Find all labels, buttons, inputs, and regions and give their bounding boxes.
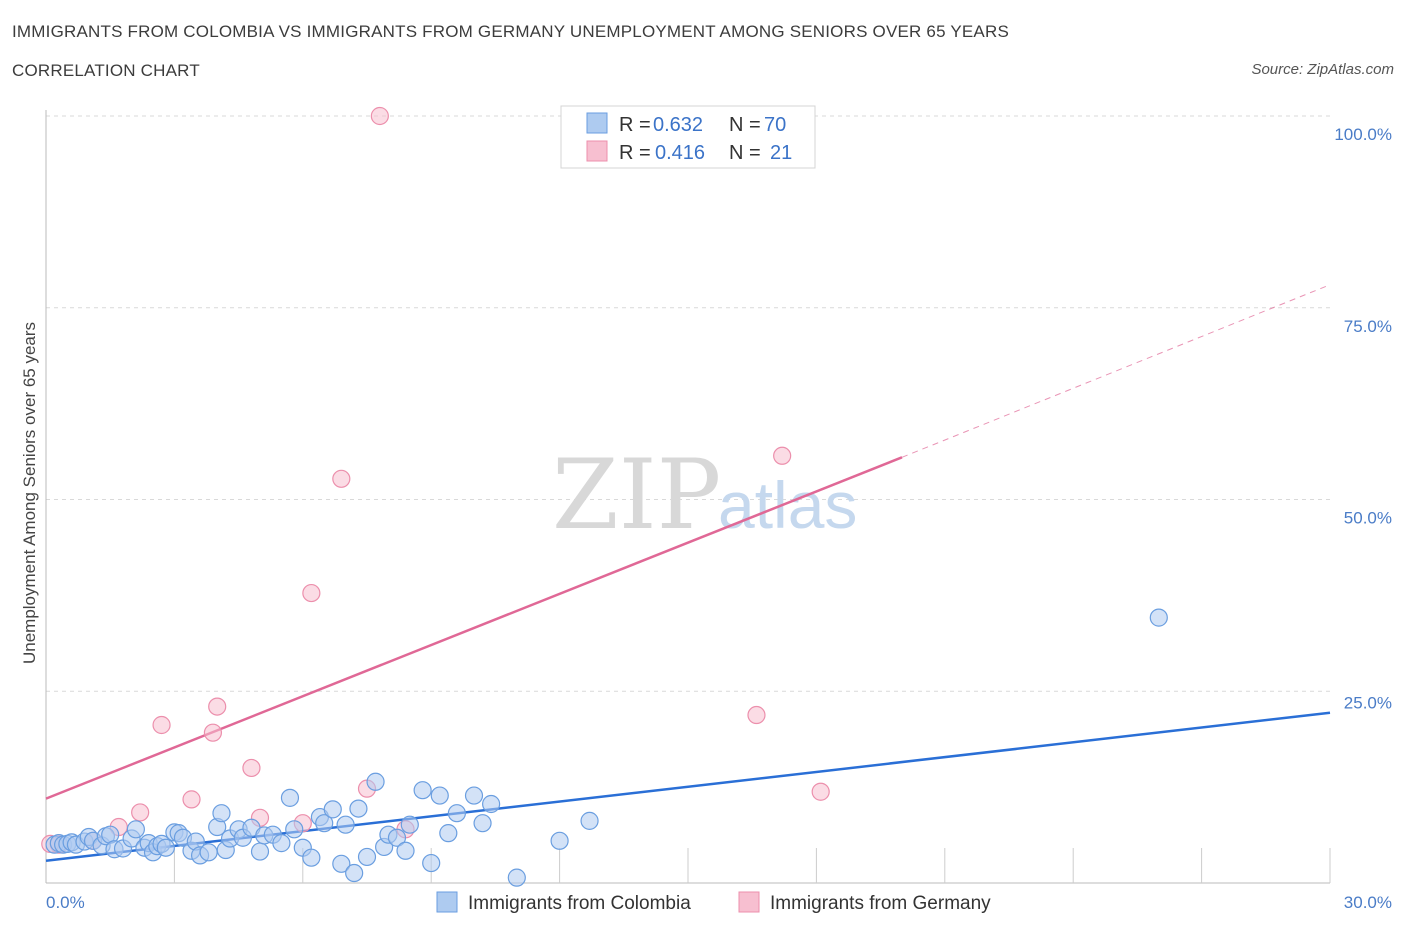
bottom-legend-swatch-germany <box>738 891 760 913</box>
legend-n-label-germany: N = <box>729 142 761 164</box>
legend-swatch-colombia <box>586 112 608 134</box>
point-colombia <box>126 820 145 839</box>
series-legend: Immigrants from Colombia Immigrants from… <box>436 891 991 914</box>
point-colombia <box>272 834 291 853</box>
point-colombia <box>323 800 342 819</box>
point-germany <box>152 715 171 735</box>
point-colombia <box>280 788 300 807</box>
point-colombia <box>400 815 419 834</box>
point-germany <box>302 583 321 603</box>
point-colombia <box>302 848 321 867</box>
point-colombia <box>315 814 334 833</box>
point-colombia <box>285 820 304 839</box>
point-germany <box>773 446 792 465</box>
point-colombia <box>1149 608 1168 627</box>
point-colombia <box>156 838 175 857</box>
point-colombia <box>345 863 364 883</box>
legend-r-value-germany: 0.416 <box>655 142 705 164</box>
point-colombia <box>447 804 466 823</box>
point-germany <box>242 758 261 778</box>
y-tick-label: 100.0% <box>1334 125 1392 144</box>
grid-lines <box>46 115 1334 692</box>
point-germany <box>811 782 830 801</box>
trend-line-germany-extension <box>901 284 1331 458</box>
bottom-legend-swatch-colombia <box>436 891 458 913</box>
bottom-legend-label-colombia: Immigrants from Colombia <box>468 893 691 914</box>
point-colombia <box>413 781 432 800</box>
bottom-legend-label-germany: Immigrants from Germany <box>770 893 991 914</box>
legend-n-label-colombia: N = <box>729 114 761 136</box>
legend-swatch-germany <box>586 140 608 162</box>
point-colombia <box>464 786 484 805</box>
point-colombia <box>550 831 569 850</box>
point-germany <box>208 697 227 716</box>
point-germany <box>370 106 389 126</box>
point-colombia <box>212 804 231 823</box>
chart-subtitle: CORRELATION CHART <box>12 61 200 80</box>
point-germany <box>131 803 150 822</box>
point-colombia <box>349 799 368 818</box>
legend-r-label-germany: R = <box>619 142 651 164</box>
watermark-atlas: atlas <box>718 468 857 542</box>
point-colombia <box>250 842 270 861</box>
stats-legend: R = 0.632 N = 70 R = 0.416 N = 21 <box>560 105 816 169</box>
point-colombia <box>199 843 218 862</box>
legend-n-value-colombia: 70 <box>764 114 786 136</box>
source-credit: Source: ZipAtlas.com <box>1251 61 1394 78</box>
point-colombia <box>357 847 377 867</box>
point-colombia <box>473 814 492 833</box>
point-colombia <box>482 794 501 814</box>
point-colombia <box>366 772 385 791</box>
point-colombia <box>422 853 441 873</box>
point-colombia <box>396 841 415 860</box>
chart-title: IMMIGRANTS FROM COLOMBIA VS IMMIGRANTS F… <box>12 22 1009 41</box>
y-tick-label: 25.0% <box>1344 693 1392 712</box>
x-tick-label: 30.0% <box>1344 893 1392 912</box>
y-tick-label: 50.0% <box>1344 509 1392 528</box>
trend-line-germany <box>45 456 903 800</box>
point-colombia <box>387 828 407 847</box>
series-colombia-points <box>45 608 1168 887</box>
y-tick-label: 75.0% <box>1344 317 1392 336</box>
y-axis-label: Unemployment Among Seniors over 65 years <box>20 322 39 664</box>
point-colombia <box>439 824 458 843</box>
watermark-zip: ZIP <box>552 439 721 551</box>
point-colombia <box>430 786 449 805</box>
axes <box>45 110 1331 884</box>
point-colombia <box>336 815 355 834</box>
watermark: ZIP atlas <box>552 439 857 551</box>
point-germany <box>182 790 201 809</box>
point-germany <box>203 723 223 742</box>
point-germany <box>747 705 766 725</box>
point-germany <box>332 469 351 488</box>
tick-labels: 25.0% 50.0% 75.0% 100.0% 0.0% 30.0% <box>46 125 1392 912</box>
trend-lines <box>45 284 1331 862</box>
legend-r-label-colombia: R = <box>619 114 651 136</box>
point-colombia <box>580 811 599 830</box>
legend-r-value-colombia: 0.632 <box>653 114 703 136</box>
x-tick-label: 0.0% <box>46 893 85 912</box>
point-colombia <box>507 868 526 887</box>
point-colombia <box>332 854 351 873</box>
legend-n-value-germany: 21 <box>770 142 792 164</box>
